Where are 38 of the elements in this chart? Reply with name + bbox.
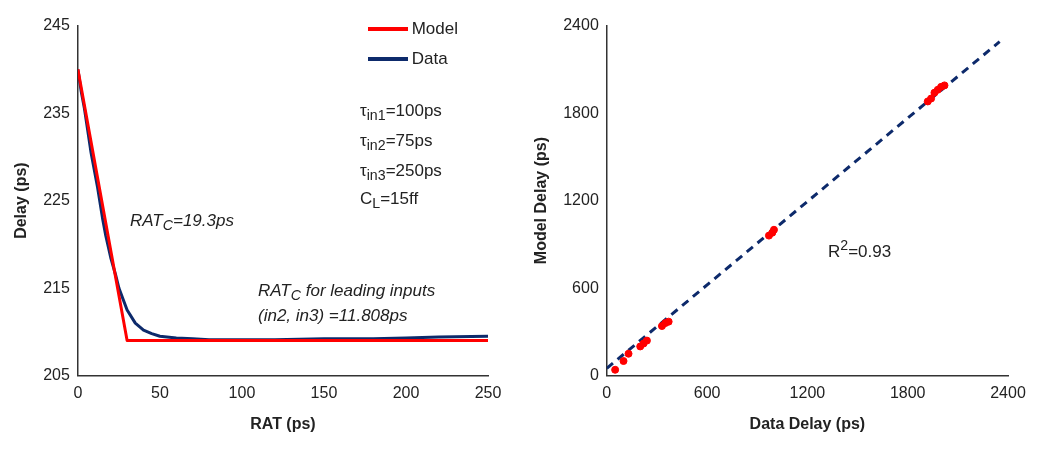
y-tick-label: 245 [43, 16, 70, 34]
point [624, 349, 633, 358]
y-tick-label: 1800 [563, 103, 599, 121]
y-tick-label: 1200 [563, 191, 599, 209]
annotation: RAT$_{C}$=19.3ps [130, 210, 234, 235]
x-tick-label: 1200 [789, 383, 826, 401]
annotation: RAT$_{C}$ for leading inputs (in2, in3) =11.808ps [258, 280, 437, 327]
x-tick-label: 100 [228, 383, 256, 401]
annotation: C$_{L}$=15ff [360, 188, 419, 213]
point [611, 365, 620, 374]
y-axis-title: Delay (ps) [12, 162, 30, 239]
annotation: R$^{2}$=0.93 [828, 236, 892, 263]
x-tick-label: 1800 [889, 383, 926, 401]
y-tick-label: 205 [43, 366, 70, 384]
point [927, 94, 936, 103]
x-tick-label: 150 [310, 383, 338, 401]
annotation: τ$_{in3}$=250ps [360, 160, 442, 185]
x-tick-label: 0 [73, 383, 83, 401]
x-axis-title: RAT (ps) [250, 414, 316, 432]
x-tick-label: 2400 [990, 383, 1026, 401]
x-tick-label: 250 [474, 383, 502, 401]
legend-label: Model [411, 19, 458, 39]
x-axis-title: Data Delay (ps) [749, 414, 866, 432]
x-tick-label: 50 [151, 383, 169, 401]
y-axis-title: Model Delay (ps) [532, 137, 550, 265]
y-tick-label: 215 [43, 278, 70, 296]
y-tick-label: 235 [43, 103, 70, 121]
annotation: τ$_{in1}$=100ps [360, 100, 442, 125]
y-tick-label: 2400 [563, 16, 599, 34]
y-tick-label: 225 [43, 191, 70, 209]
annotation: τ$_{in2}$=75ps [360, 130, 433, 155]
y-tick-label: 0 [589, 366, 599, 384]
legend-label: Data [411, 49, 448, 69]
y-tick-label: 600 [572, 278, 599, 296]
x-tick-label: 0 [602, 383, 612, 401]
x-tick-label: 200 [392, 383, 420, 401]
point [619, 357, 628, 366]
x-tick-label: 600 [693, 383, 721, 401]
